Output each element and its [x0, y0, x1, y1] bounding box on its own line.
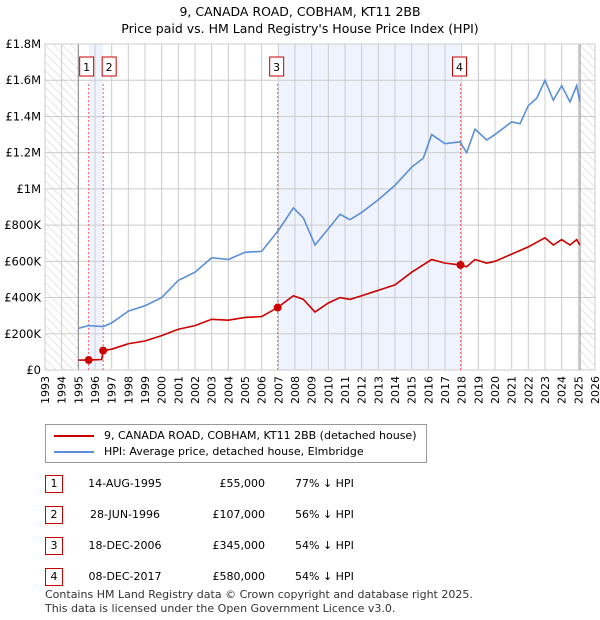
x-tick-label: 1994: [56, 376, 69, 404]
sale-row: 1 14-AUG-1995 £55,000 77% ↓ HPI: [45, 475, 445, 495]
legend-swatch: [54, 450, 94, 453]
x-tick-label: 2005: [239, 376, 252, 404]
sale-date: 28-JUN-1996: [89, 508, 161, 521]
y-tick-label: £0: [26, 363, 41, 377]
y-tick-label: £400K: [4, 291, 41, 305]
chart-title: 9, CANADA ROAD, COBHAM, KT11 2BB: [179, 4, 421, 19]
x-tick-label: 2009: [306, 376, 319, 404]
sale-label: 2: [106, 61, 113, 74]
x-tick-label: 2026: [589, 376, 600, 404]
x-tick-label: 2006: [256, 376, 269, 404]
x-tick-label: 2018: [456, 376, 469, 404]
no-data-hatch: [580, 44, 595, 370]
x-tick-label: 2002: [189, 376, 202, 404]
sale-label-box: [101, 56, 117, 77]
x-tick-label: 2010: [322, 376, 335, 404]
footer-copyright: Contains HM Land Registry data © Crown c…: [45, 588, 473, 601]
hpi-line: [78, 78, 581, 330]
x-tick-label: 2007: [272, 376, 285, 404]
sale-label-box: [452, 56, 467, 77]
sale-label: 3: [273, 61, 280, 74]
x-tick-label: 1995: [72, 376, 85, 404]
x-tick-label: 1996: [89, 376, 102, 404]
sale-label-box: [79, 56, 95, 77]
sale-row: 2 28-JUN-1996 £107,000 56% ↓ HPI: [45, 506, 445, 526]
sale-point: [456, 260, 465, 269]
chart-subtitle: Price paid vs. HM Land Registry's House …: [121, 21, 479, 36]
y-tick-label: £1.6M: [5, 73, 41, 87]
x-tick-label: 2021: [506, 376, 519, 404]
x-tick-label: 2003: [206, 376, 219, 404]
sale-hpi-diff: 56% ↓ HPI: [295, 508, 354, 521]
x-tick-label: 2014: [389, 376, 402, 404]
sale-point: [273, 303, 282, 312]
y-tick-label: £200K: [4, 327, 41, 341]
x-tick-label: 1997: [106, 376, 119, 404]
x-tick-label: 2022: [522, 376, 535, 404]
sale-span-shade: [88, 44, 104, 370]
x-tick-label: 2023: [539, 376, 552, 404]
sale-number: 4: [45, 568, 63, 586]
y-tick-label: £800K: [4, 218, 41, 232]
x-tick-label: 1993: [39, 376, 52, 404]
y-tick-label: £1M: [16, 182, 41, 196]
sale-number: 3: [45, 537, 63, 555]
x-tick-label: 2012: [356, 376, 369, 404]
sale-date: 14-AUG-1995: [88, 477, 162, 490]
y-tick-label: £1.2M: [5, 146, 41, 160]
sale-price: £55,000: [219, 477, 266, 490]
x-tick-label: 2013: [372, 376, 385, 404]
sale-price: £107,000: [212, 508, 266, 521]
sale-label: 1: [83, 61, 90, 74]
sale-number: 2: [45, 506, 63, 524]
sale-point: [99, 346, 108, 355]
x-tick-label: 2025: [572, 376, 585, 404]
sale-price: £345,000: [212, 539, 266, 552]
x-tick-label: 2024: [556, 376, 569, 404]
legend-item-property: 9, CANADA ROAD, COBHAM, KT11 2BB (detach…: [54, 429, 417, 442]
x-tick-label: 2011: [339, 376, 352, 404]
y-tick-label: £1.4M: [5, 109, 41, 123]
x-tick-label: 1999: [139, 376, 152, 404]
property-price-line: [78, 236, 581, 361]
sale-date: 18-DEC-2006: [88, 539, 162, 552]
x-tick-label: 2019: [472, 376, 485, 404]
x-tick-label: 2004: [222, 376, 235, 404]
sale-hpi-diff: 54% ↓ HPI: [295, 570, 354, 583]
x-tick-label: 2008: [289, 376, 302, 404]
legend-item-hpi: HPI: Average price, detached house, Elmb…: [54, 445, 364, 458]
sale-label: 4: [456, 61, 463, 74]
plot-border: [44, 43, 596, 371]
x-tick-label: 1998: [122, 376, 135, 404]
x-tick-label: 2020: [489, 376, 502, 404]
sale-row: 3 18-DEC-2006 £345,000 54% ↓ HPI: [45, 537, 445, 557]
y-tick-label: £1.8M: [5, 37, 41, 51]
sale-price: £580,000: [212, 570, 266, 583]
sale-row: 4 08-DEC-2017 £580,000 54% ↓ HPI: [45, 568, 445, 588]
sale-number: 1: [45, 475, 63, 493]
legend-label: HPI: Average price, detached house, Elmb…: [104, 445, 364, 458]
x-tick-label: 2001: [172, 376, 185, 404]
y-tick-label: £600K: [4, 254, 41, 268]
x-tick-label: 2015: [406, 376, 419, 404]
sale-date: 08-DEC-2017: [88, 570, 162, 583]
x-tick-label: 2017: [439, 376, 452, 404]
legend-swatch: [54, 434, 94, 437]
x-tick-label: 2000: [156, 376, 169, 404]
legend-label: 9, CANADA ROAD, COBHAM, KT11 2BB (detach…: [104, 429, 417, 442]
sale-hpi-diff: 54% ↓ HPI: [295, 539, 354, 552]
sale-hpi-diff: 77% ↓ HPI: [295, 477, 354, 490]
price-chart: 1993 1994 1995 1996 1997 1998 1999 2000 2001 2002…: [4, 37, 600, 404]
footer-licence: This data is licensed under the Open Gov…: [45, 602, 396, 615]
sale-label-box: [269, 56, 285, 77]
legend: 9, CANADA ROAD, COBHAM, KT11 2BB (detach…: [45, 424, 427, 463]
sale-point: [84, 356, 93, 365]
x-tick-label: 2016: [422, 376, 435, 404]
